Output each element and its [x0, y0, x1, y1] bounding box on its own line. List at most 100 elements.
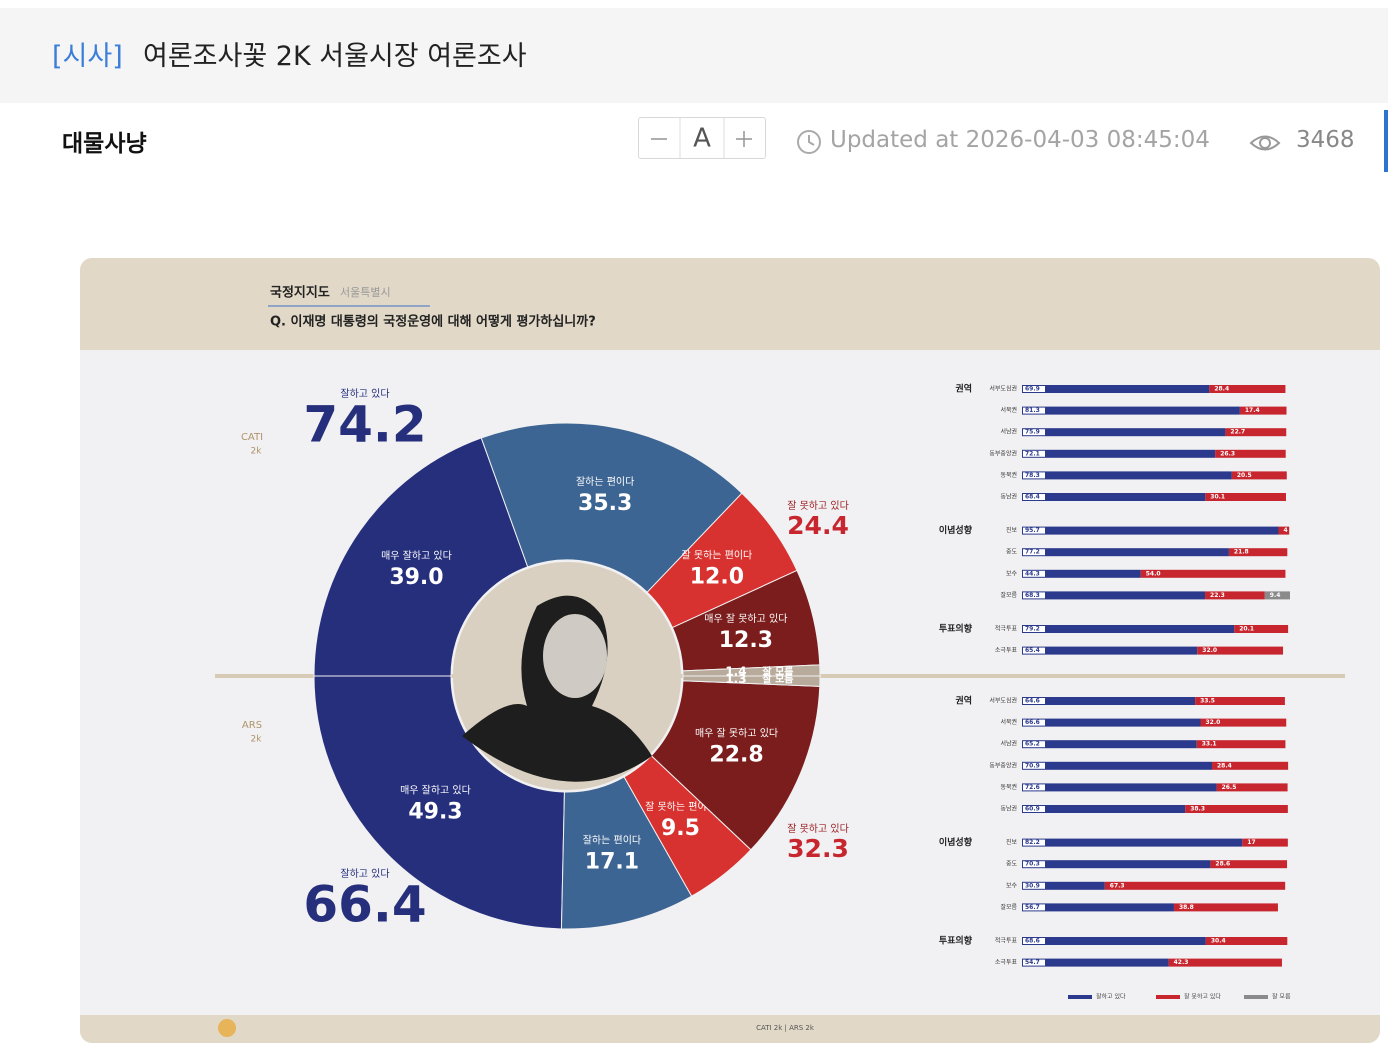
total-positive: 66.4	[303, 876, 426, 934]
bar-label: 79.2	[1025, 626, 1040, 633]
footer-band	[80, 1015, 1380, 1043]
segment-name: 잘 못하는 편이다	[645, 800, 716, 813]
bar-segment	[1022, 471, 1232, 480]
bar-segment	[1225, 428, 1287, 437]
bar-segment	[1022, 903, 1174, 912]
bar-segment	[1022, 625, 1235, 633]
bar-label: 30.9	[1025, 882, 1040, 889]
bar-label: 26.5	[1222, 784, 1237, 791]
row-name: 중도	[1006, 861, 1018, 868]
bar-segment	[1104, 881, 1286, 890]
bar-segment	[1205, 493, 1286, 501]
bar-label: 54.7	[1025, 959, 1040, 966]
label-box	[1023, 570, 1045, 577]
updated-time: Updated at 2026-04-03 08:45:04	[830, 127, 1210, 153]
bar-label: 78.3	[1025, 472, 1040, 479]
bar-label: 68.4	[1025, 494, 1040, 501]
question: Q. 이재명 대통령의 국정운영에 대해 어떻게 평가하십니까?	[270, 314, 596, 330]
label-box	[1023, 592, 1045, 599]
clock-icon	[797, 130, 821, 154]
segment-name: 잘 모름	[762, 666, 793, 678]
total-label: 잘하고 있다	[340, 867, 389, 880]
row-name: 소극투표	[995, 959, 1018, 966]
segment-name: 매우 잘하고 있다	[400, 784, 471, 797]
group-name: 권역	[955, 695, 972, 707]
bar-segment	[1022, 526, 1279, 535]
bar-label: 65.2	[1025, 741, 1040, 748]
bar-label: 72.1	[1025, 450, 1040, 457]
segment-value: 9.5	[661, 816, 700, 841]
bar-segment	[1196, 740, 1286, 749]
label-box	[1023, 882, 1045, 889]
footer-note: CATI 2k | ARS 2k	[756, 1024, 815, 1032]
label-box	[1023, 839, 1045, 846]
segment-value: 1.3	[725, 672, 746, 686]
bar-label: 33.1	[1202, 741, 1217, 748]
row-name: 진보	[1006, 526, 1018, 534]
bar-segment	[1022, 860, 1211, 869]
bar-label: 56.7	[1025, 904, 1040, 911]
donut-segment	[313, 437, 529, 677]
row-name: 동북권	[1000, 471, 1017, 479]
label-box	[1023, 626, 1045, 632]
sample: 2k	[251, 735, 263, 745]
method: ARS	[242, 720, 262, 731]
row-name: 서부도심권	[989, 697, 1017, 705]
bar-label: 95.7	[1025, 527, 1040, 534]
label-box	[1023, 938, 1045, 944]
bar-segment	[1239, 406, 1287, 415]
row-name: 보수	[1006, 882, 1018, 889]
font-size-label[interactable]: A	[693, 124, 711, 154]
segment-name: 잘 못하는 편이다	[681, 548, 752, 561]
segment-name: 잘하는 편이다	[576, 475, 634, 488]
row-name: 진보	[1006, 838, 1018, 846]
row-name: 서남권	[1000, 428, 1017, 436]
author[interactable]: 대물사냥	[62, 131, 147, 157]
bar-label: 21.8	[1234, 549, 1249, 556]
bar-label: 60.9	[1025, 806, 1040, 813]
group-name: 권역	[955, 383, 972, 395]
bar-label: 68.6	[1025, 938, 1040, 945]
total-label: 잘 못하고 있다	[787, 822, 849, 835]
segment-value: 39.0	[389, 565, 443, 590]
group-name: 투표의향	[939, 623, 973, 635]
bar-segment	[1200, 718, 1287, 727]
label-box	[1023, 472, 1045, 479]
label-box	[1023, 549, 1045, 556]
segment-value: 22.8	[709, 742, 763, 767]
portrait-face	[543, 614, 607, 698]
row-name: 적극투표	[995, 938, 1018, 945]
bar-label: 72.6	[1025, 784, 1040, 791]
bar-label: 82.2	[1025, 839, 1040, 846]
label-box	[1023, 861, 1045, 868]
sample: 2k	[251, 447, 263, 457]
label-box	[1023, 527, 1045, 534]
donut-segment	[682, 675, 821, 687]
total-label: 잘하고 있다	[340, 387, 389, 400]
bar-segment	[1212, 761, 1289, 770]
bar-segment	[1216, 783, 1288, 792]
row-name: 서남권	[1000, 740, 1017, 748]
info-subtitle: 서울특별시	[340, 286, 391, 299]
bar-segment	[1022, 406, 1240, 415]
row-name: 잘모름	[1000, 903, 1017, 911]
bar-label: 17	[1247, 839, 1255, 846]
post-title: 여론조사꽃 2K 서울시장 여론조사	[143, 41, 527, 72]
font-size-control: A	[638, 117, 766, 159]
bar-segment	[1278, 526, 1290, 535]
row-name: 서부도심권	[989, 385, 1017, 393]
label-box	[1023, 647, 1045, 654]
bar-segment	[1264, 591, 1290, 600]
bar-segment	[1185, 805, 1288, 813]
bar-label: 69.9	[1025, 386, 1040, 393]
legend-label: 잘하고 있다	[1096, 993, 1126, 1001]
bar-segment	[1168, 958, 1282, 967]
bar-segment	[1022, 428, 1226, 437]
segment-name: 매우 잘 못하고 있다	[695, 726, 778, 739]
bar-segment	[1022, 805, 1186, 813]
side-accent	[1384, 110, 1388, 172]
bar-label: 17.4	[1245, 407, 1260, 414]
label-box	[1023, 450, 1045, 457]
bar-segment	[1022, 569, 1141, 578]
category-tag[interactable]: [시사]	[52, 41, 123, 72]
